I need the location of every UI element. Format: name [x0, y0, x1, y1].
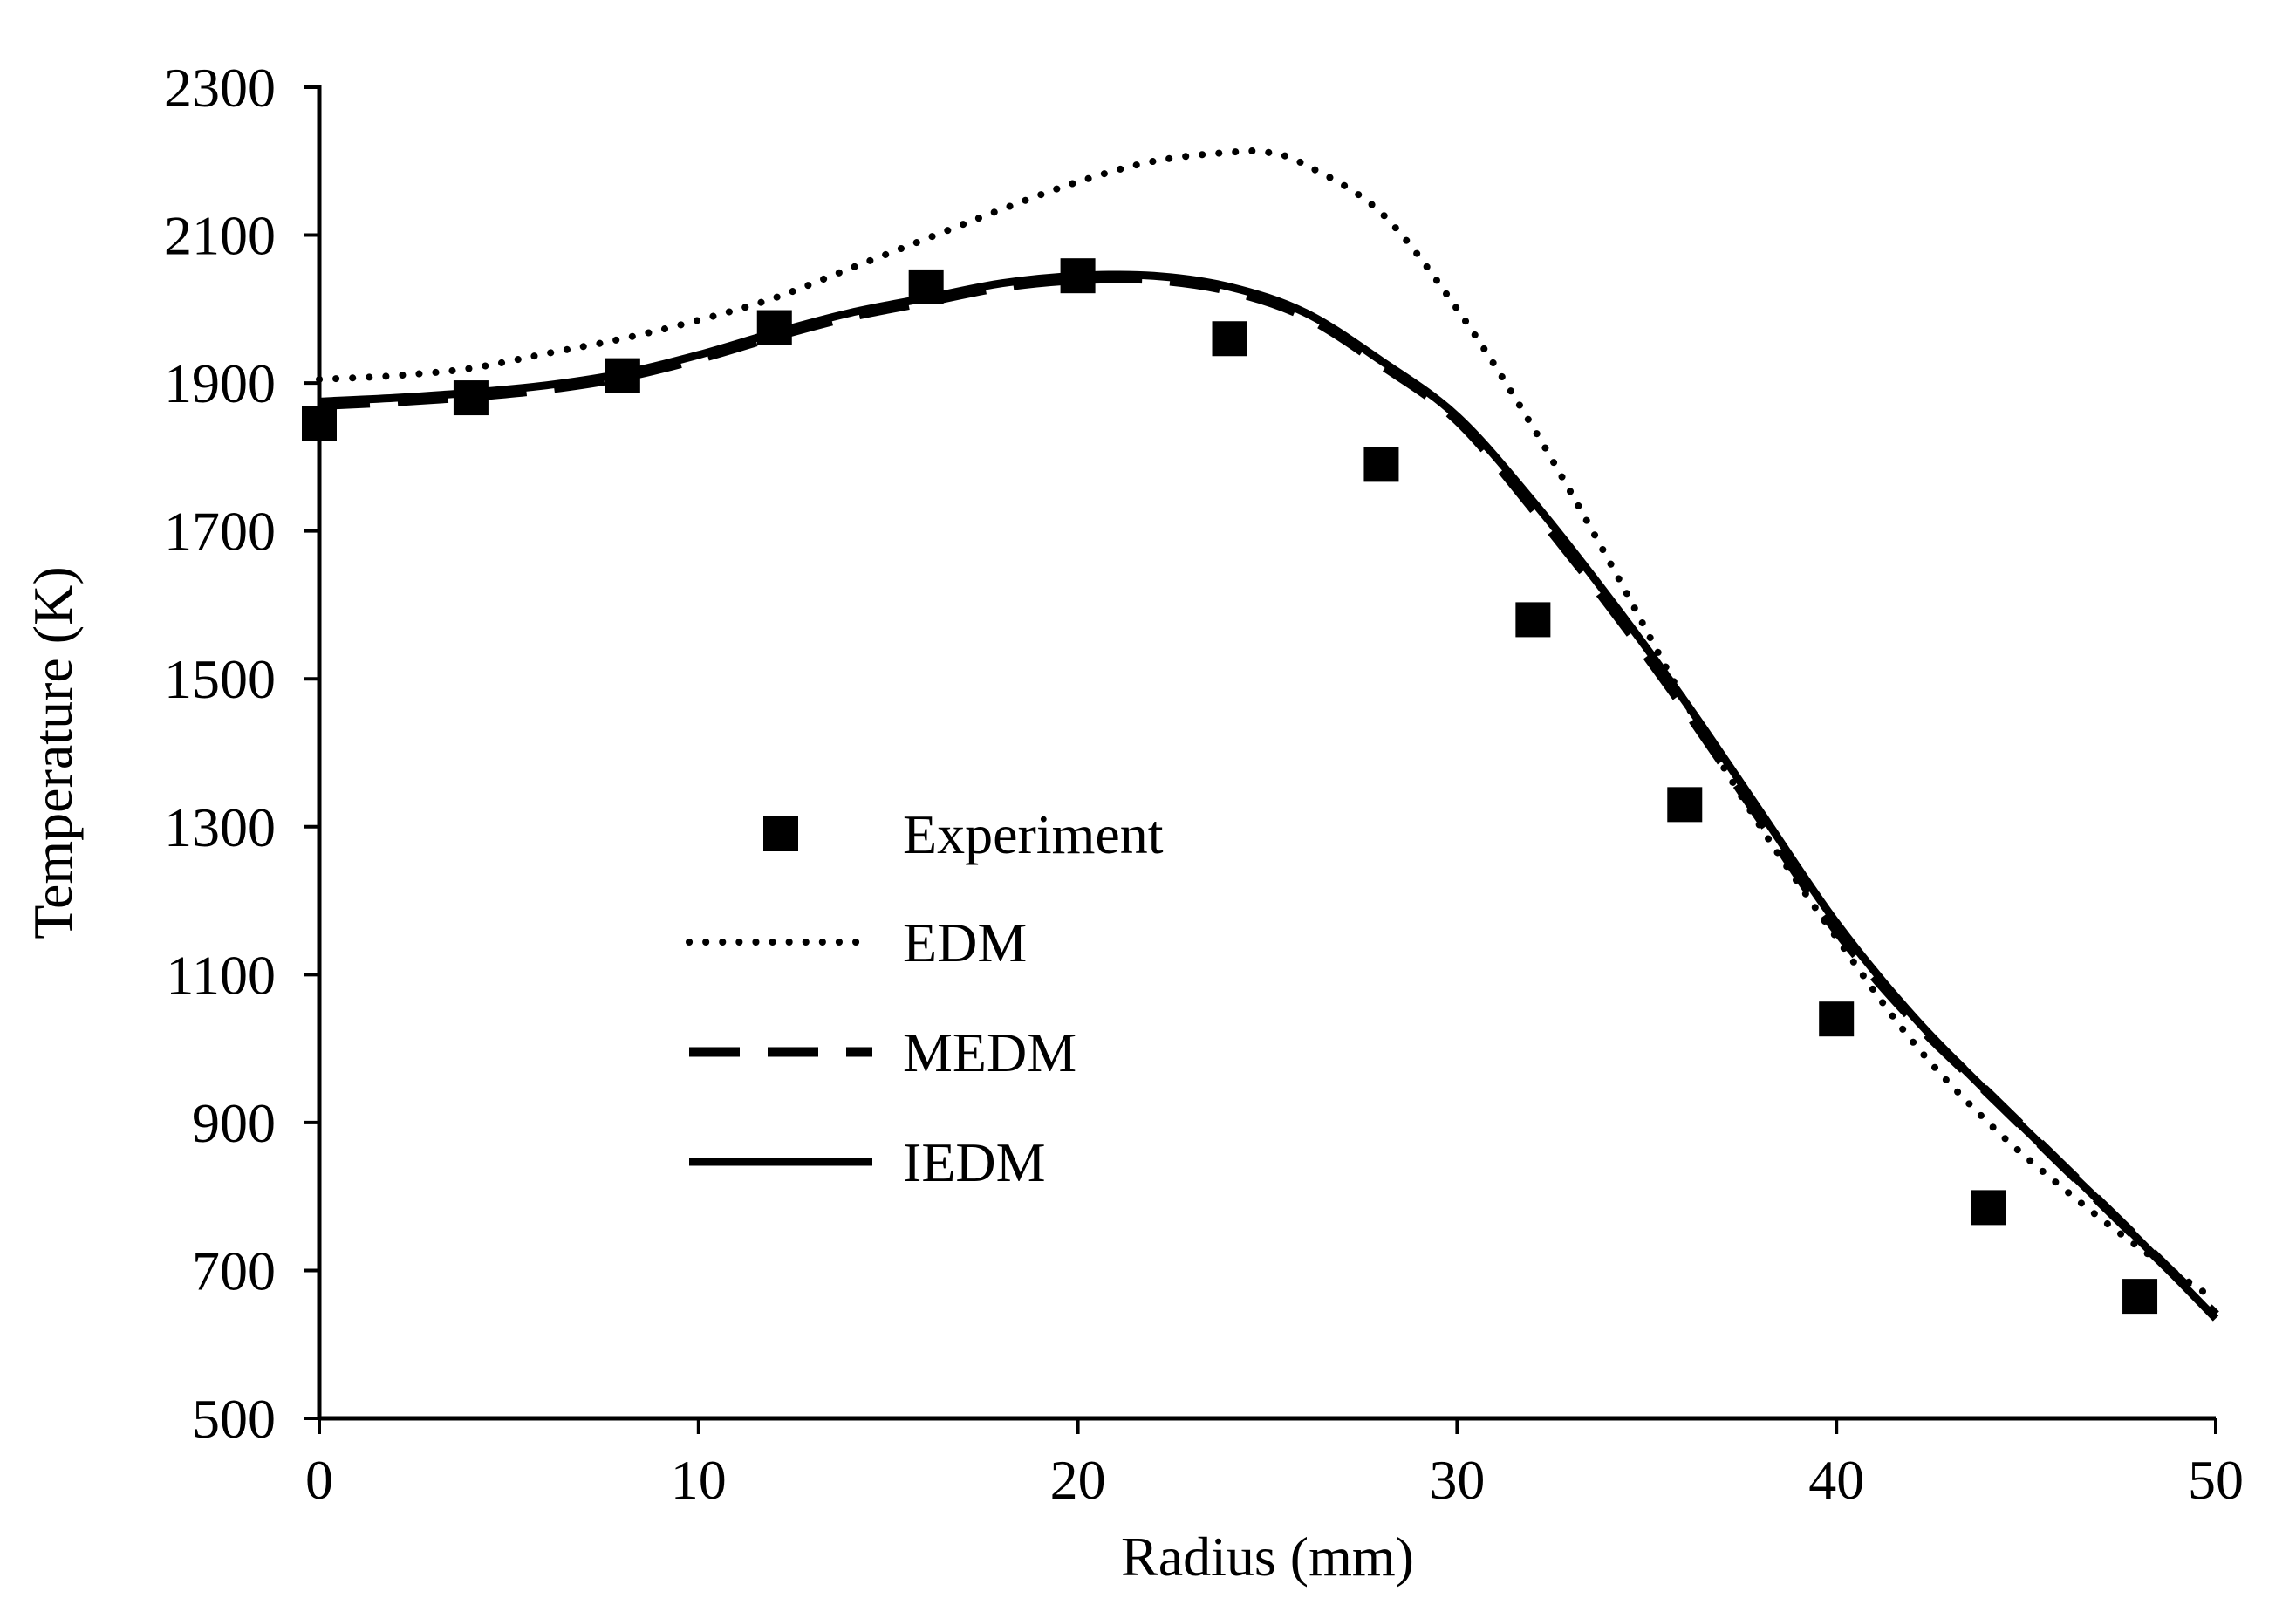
x-tick-label-20: 20	[1050, 1449, 1106, 1511]
medm-line	[318, 273, 2219, 1319]
legend-label-medm: MEDM	[903, 1021, 1076, 1083]
experiment-point-7	[1363, 447, 1399, 482]
legend-label-experiment: Experiment	[903, 803, 1164, 865]
legend-label-iedm: IEDM	[903, 1131, 1046, 1193]
experiment-point-10	[1819, 1001, 1855, 1037]
axes	[304, 85, 2217, 1434]
y-tick-label-900: 900	[192, 1092, 276, 1154]
experiment-point-5	[1060, 258, 1096, 294]
y-tick-label-500: 500	[192, 1388, 276, 1450]
y-tick-label-2100: 2100	[164, 205, 276, 267]
y-tick-label-700: 700	[192, 1240, 276, 1301]
y-tick-label-1100: 1100	[166, 944, 276, 1006]
plot-series	[316, 147, 2219, 1322]
legend-marker-experiment	[763, 816, 798, 851]
x-tick-label-40: 40	[1808, 1449, 1864, 1511]
experiment-point-8	[1515, 602, 1551, 638]
y-axis-title: Temperature (K)	[22, 566, 84, 939]
x-axis-title: Radius (mm)	[1121, 1526, 1414, 1588]
y-tick-label-1700: 1700	[164, 501, 276, 563]
experiment-point-6	[1212, 321, 1247, 357]
x-tick-label-50: 50	[2188, 1449, 2244, 1511]
y-tick-label-1500: 1500	[164, 648, 276, 710]
x-tick-label-30: 30	[1429, 1449, 1485, 1511]
experiment-point-2	[605, 358, 640, 393]
experiment-point-1	[453, 380, 489, 416]
edm-line	[316, 147, 2219, 1304]
experiment-markers	[302, 258, 2158, 1315]
experiment-point-9	[1667, 787, 1703, 823]
x-tick-label-0: 0	[305, 1449, 333, 1511]
y-tick-label-1300: 1300	[164, 796, 276, 858]
iedm-line	[318, 270, 2219, 1322]
x-tick-label-10: 10	[671, 1449, 727, 1511]
tick-labels: 500 700 900 1100 1300 1500 1700 1900 2100 2300 0 10…	[164, 57, 2244, 1511]
legend: Experiment EDM MEDM IEDM	[686, 803, 1164, 1193]
y-tick-label-1900: 1900	[164, 352, 276, 414]
legend-label-edm: EDM	[903, 912, 1027, 973]
experiment-point-11	[1971, 1190, 2006, 1226]
y-tick-label-2300: 2300	[164, 57, 276, 119]
experiment-point-3	[756, 310, 792, 345]
experiment-point-12	[2122, 1279, 2158, 1315]
experiment-point-4	[908, 269, 944, 304]
axis-titles: Radius (mm) Temperature (K)	[22, 566, 1414, 1588]
